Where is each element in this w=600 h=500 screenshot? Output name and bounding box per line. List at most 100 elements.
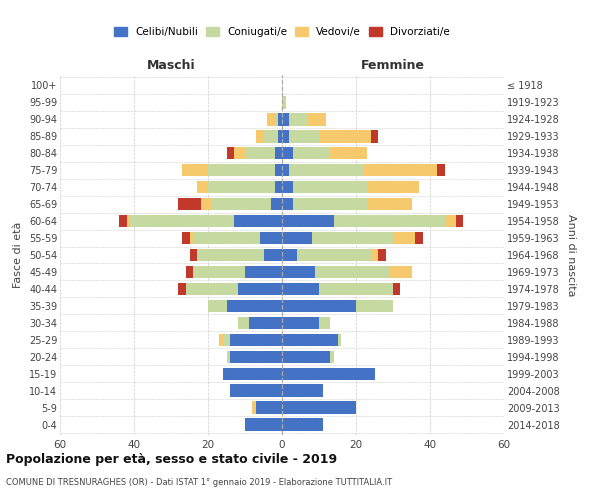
Bar bbox=[282, 96, 286, 108]
Bar bbox=[415, 232, 422, 244]
Bar bbox=[289, 164, 364, 176]
Text: COMUNE DI TRESNURAGHES (OR) - Dati ISTAT 1° gennaio 2019 - Elaborazione TUTTITAL: COMUNE DI TRESNURAGHES (OR) - Dati ISTAT… bbox=[6, 478, 392, 487]
Bar bbox=[212, 198, 271, 210]
Bar bbox=[282, 198, 293, 210]
Bar bbox=[282, 350, 330, 364]
Bar bbox=[234, 146, 245, 160]
Bar bbox=[230, 350, 282, 364]
Bar bbox=[293, 146, 330, 160]
Bar bbox=[186, 266, 193, 278]
Bar bbox=[208, 164, 275, 176]
Bar bbox=[456, 214, 463, 228]
Bar bbox=[249, 316, 282, 330]
Bar bbox=[282, 334, 337, 346]
Bar bbox=[282, 113, 289, 126]
Bar bbox=[263, 248, 282, 262]
Bar bbox=[316, 266, 389, 278]
Bar bbox=[271, 198, 282, 210]
Bar bbox=[311, 232, 393, 244]
Bar bbox=[319, 130, 371, 142]
Bar bbox=[186, 282, 238, 296]
Bar bbox=[330, 350, 334, 364]
Bar bbox=[356, 300, 393, 312]
Bar bbox=[208, 180, 275, 194]
Bar bbox=[278, 130, 282, 142]
Bar bbox=[190, 248, 197, 262]
Bar bbox=[297, 248, 371, 262]
Bar bbox=[378, 248, 386, 262]
Bar bbox=[230, 334, 282, 346]
Bar bbox=[437, 164, 445, 176]
Bar bbox=[260, 232, 282, 244]
Bar bbox=[245, 418, 282, 431]
Bar bbox=[227, 350, 230, 364]
Text: Femmine: Femmine bbox=[361, 60, 425, 72]
Bar bbox=[282, 418, 323, 431]
Bar bbox=[367, 180, 419, 194]
Bar bbox=[289, 113, 308, 126]
Bar bbox=[230, 384, 282, 397]
Bar bbox=[178, 282, 186, 296]
Bar bbox=[364, 164, 437, 176]
Bar bbox=[389, 266, 412, 278]
Bar bbox=[393, 282, 400, 296]
Bar bbox=[371, 130, 378, 142]
Bar bbox=[119, 214, 127, 228]
Bar bbox=[127, 214, 130, 228]
Bar bbox=[219, 334, 223, 346]
Bar bbox=[263, 130, 278, 142]
Bar bbox=[178, 198, 200, 210]
Bar bbox=[223, 334, 230, 346]
Bar bbox=[371, 248, 378, 262]
Bar bbox=[275, 113, 278, 126]
Bar bbox=[227, 146, 234, 160]
Bar bbox=[275, 180, 282, 194]
Bar bbox=[182, 164, 208, 176]
Bar bbox=[282, 282, 319, 296]
Bar bbox=[282, 130, 289, 142]
Bar bbox=[445, 214, 456, 228]
Bar bbox=[319, 282, 393, 296]
Bar bbox=[227, 300, 282, 312]
Bar bbox=[282, 266, 316, 278]
Bar bbox=[282, 232, 311, 244]
Bar bbox=[193, 266, 245, 278]
Bar bbox=[238, 282, 282, 296]
Bar bbox=[275, 164, 282, 176]
Bar bbox=[197, 180, 208, 194]
Bar bbox=[334, 214, 445, 228]
Bar bbox=[282, 214, 334, 228]
Bar bbox=[278, 113, 282, 126]
Bar bbox=[245, 266, 282, 278]
Bar bbox=[282, 402, 356, 414]
Y-axis label: Fasce di età: Fasce di età bbox=[13, 222, 23, 288]
Bar bbox=[282, 164, 289, 176]
Bar bbox=[308, 113, 326, 126]
Bar bbox=[282, 300, 356, 312]
Bar bbox=[282, 146, 293, 160]
Text: Maschi: Maschi bbox=[146, 60, 196, 72]
Bar bbox=[367, 198, 412, 210]
Bar bbox=[245, 146, 275, 160]
Bar bbox=[282, 368, 374, 380]
Bar bbox=[193, 232, 260, 244]
Bar bbox=[282, 384, 323, 397]
Bar bbox=[200, 198, 212, 210]
Bar bbox=[267, 113, 275, 126]
Bar bbox=[293, 198, 367, 210]
Bar bbox=[337, 334, 341, 346]
Bar bbox=[293, 180, 367, 194]
Bar bbox=[282, 180, 293, 194]
Bar bbox=[256, 130, 263, 142]
Legend: Celibi/Nubili, Coniugati/e, Vedovi/e, Divorziati/e: Celibi/Nubili, Coniugati/e, Vedovi/e, Di… bbox=[114, 27, 450, 38]
Bar bbox=[197, 248, 263, 262]
Bar bbox=[182, 232, 190, 244]
Bar bbox=[223, 368, 282, 380]
Bar bbox=[238, 316, 249, 330]
Bar bbox=[282, 248, 297, 262]
Bar bbox=[275, 146, 282, 160]
Bar bbox=[253, 402, 256, 414]
Bar bbox=[282, 316, 319, 330]
Bar bbox=[130, 214, 234, 228]
Text: Popolazione per età, sesso e stato civile - 2019: Popolazione per età, sesso e stato civil… bbox=[6, 452, 337, 466]
